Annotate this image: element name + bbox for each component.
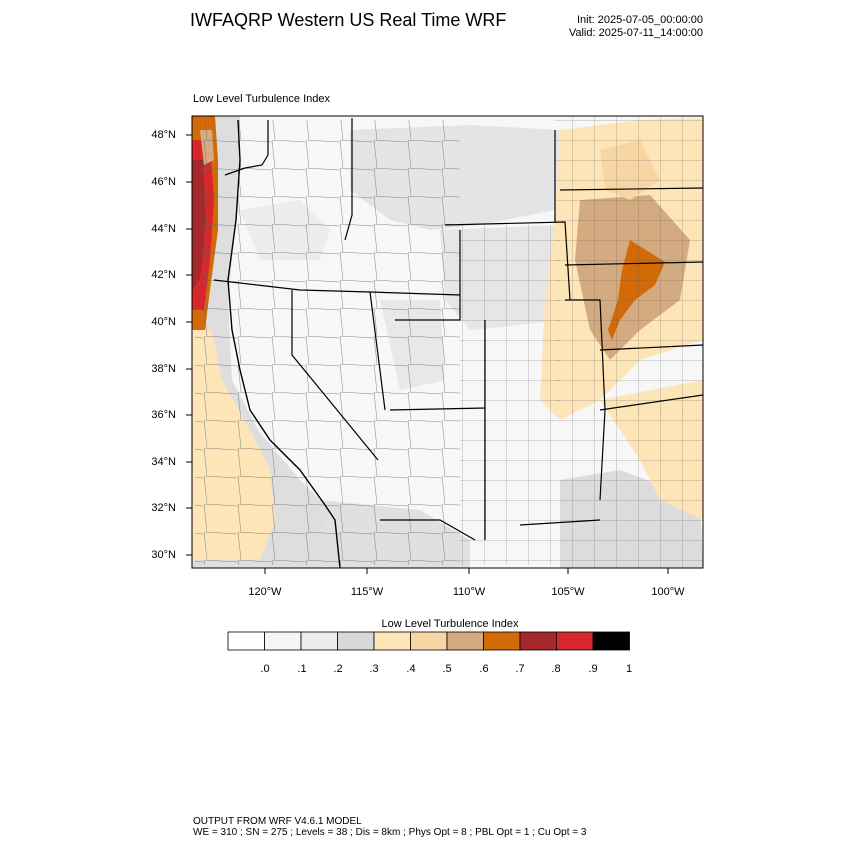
- colorbar-swatch: [227, 631, 265, 651]
- model-info-line2: WE = 310 ; SN = 275 ; Levels = 38 ; Dis …: [193, 827, 587, 838]
- colorbar-label: .4: [406, 663, 416, 675]
- lon-label: 105°W: [551, 586, 585, 598]
- colorbar-swatch: [264, 631, 302, 651]
- lon-label: 115°W: [350, 586, 384, 598]
- colorbar-swatch: [483, 631, 521, 651]
- colorbar-swatch: [300, 631, 338, 651]
- colorbar-swatch: [556, 631, 594, 651]
- colorbar-swatch: [337, 631, 375, 651]
- colorbar-title: Low Level Turbulence Index: [381, 618, 519, 630]
- colorbar: [227, 631, 630, 651]
- init-time: Init: 2025-07-05_00:00:00: [577, 14, 703, 26]
- field-name: Low Level Turbulence Index: [193, 93, 330, 105]
- colorbar-label: 1: [625, 663, 633, 675]
- colorbar-label: .2: [333, 663, 343, 675]
- colorbar-label: .5: [442, 663, 452, 675]
- map-field: [192, 116, 703, 568]
- colorbar-label: .1: [297, 663, 307, 675]
- model-info-line1: OUTPUT FROM WRF V4.6.1 MODEL: [193, 816, 362, 827]
- axis-ticks: [186, 134, 669, 574]
- colorbar-label: .8: [551, 663, 561, 675]
- lat-label: 30°N: [151, 549, 176, 561]
- lat-label: 44°N: [151, 223, 176, 235]
- colorbar-label: .0: [260, 663, 270, 675]
- lon-label: 120°W: [248, 586, 282, 598]
- lat-label: 32°N: [151, 502, 176, 514]
- lon-label: 100°W: [651, 586, 685, 598]
- model-info: OUTPUT FROM WRF V4.6.1 MODEL WE = 310 ; …: [193, 816, 586, 838]
- lat-label: 42°N: [151, 269, 176, 281]
- colorbar-label: .9: [588, 663, 598, 675]
- lon-label: 110°W: [452, 586, 486, 598]
- init-valid-times: Init: 2025-07-05_00:00:00 Valid: 2025-07…: [569, 14, 703, 40]
- lat-label: 34°N: [151, 456, 176, 468]
- colorbar-swatch: [410, 631, 448, 651]
- colorbar-label: .7: [515, 663, 525, 675]
- colorbar-label: .6: [479, 663, 489, 675]
- lat-label: 36°N: [151, 409, 176, 421]
- lat-label: 48°N: [151, 129, 176, 141]
- lat-label: 38°N: [151, 363, 176, 375]
- chart-title: IWFAQRP Western US Real Time WRF: [190, 10, 507, 30]
- colorbar-swatch: [446, 631, 484, 651]
- valid-time: Valid: 2025-07-11_14:00:00: [568, 27, 703, 39]
- lat-label: 46°N: [151, 176, 176, 188]
- coastline: [227, 119, 341, 568]
- colorbar-swatch: [373, 631, 411, 651]
- colorbar-swatch: [519, 631, 557, 651]
- map-frame: [191, 115, 704, 569]
- colorbar-swatch: [592, 631, 630, 651]
- lat-label: 40°N: [151, 316, 176, 328]
- state-boundaries: [213, 118, 703, 541]
- colorbar-label: .3: [369, 663, 379, 675]
